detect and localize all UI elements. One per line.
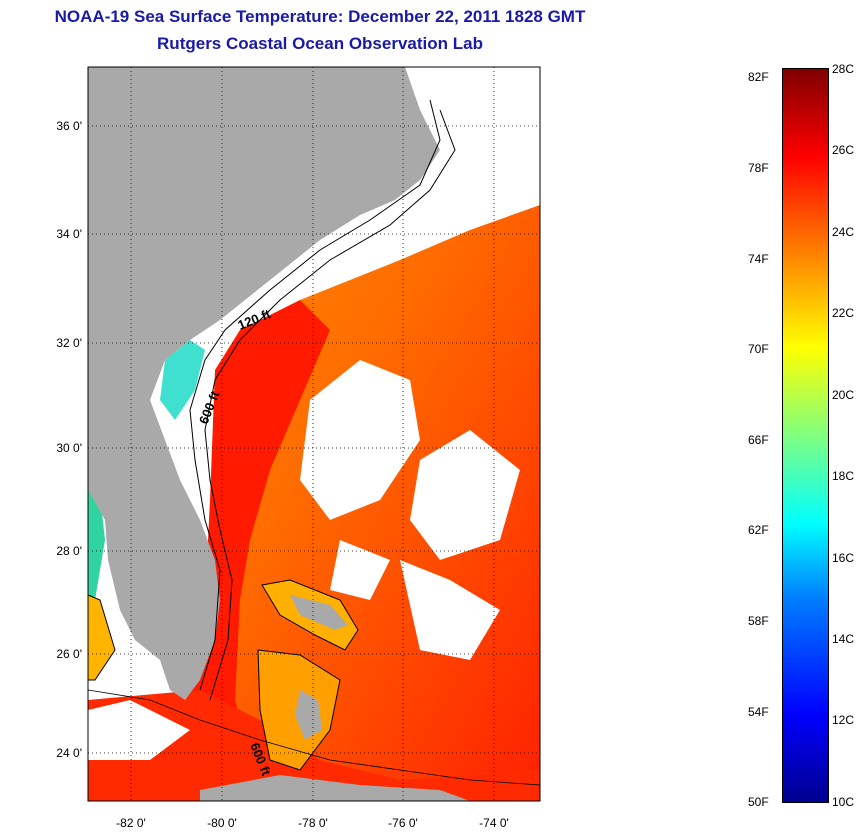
colorbar-c-label: 18C (832, 469, 855, 483)
colorbar-f-label: 74F (748, 252, 769, 266)
lon-tick-label: -76 0' (388, 816, 418, 830)
contour-shelf (88, 689, 540, 786)
lon-tick-label: -74 0' (479, 816, 509, 830)
cool-shelf-water (160, 340, 205, 420)
graticule (88, 67, 540, 801)
colorbar-c-label: 22C (832, 306, 855, 320)
lat-tick-label: 36 0' (56, 119, 82, 133)
lat-tick-label: 34 0' (56, 227, 82, 241)
contour-120ft (189, 99, 441, 691)
colorbar-f-label: 70F (748, 342, 769, 356)
map-title: NOAA-19 Sea Surface Temperature: Decembe… (54, 7, 586, 26)
colorbar-c-label: 20C (832, 388, 855, 402)
colorbar-f-label: 66F (748, 433, 769, 447)
lat-tick-label: 26 0' (56, 647, 82, 661)
island (295, 690, 322, 740)
colorbar-f-label: 78F (748, 161, 769, 175)
cloud-patch (400, 560, 500, 660)
colorbar-f-label: 54F (748, 705, 769, 719)
colorbar-f-label: 58F (748, 614, 769, 628)
lon-tick-label: -82 0' (116, 816, 146, 830)
cloud-patch (410, 430, 520, 560)
cloud-patch (88, 700, 190, 760)
cloud-patch (330, 540, 390, 600)
lat-tick-label: 24 0' (56, 746, 82, 760)
lon-tick-label: -78 0' (298, 816, 328, 830)
colorbar-f-label: 50F (748, 795, 769, 809)
land-mass (88, 67, 440, 700)
colorbar-c-label: 26C (832, 143, 855, 157)
cloud-patch (300, 360, 420, 520)
lon-tick-label: -80 0' (207, 816, 237, 830)
colorbar (782, 68, 829, 803)
map-frame (87, 66, 541, 802)
colorbar-c-label: 24C (832, 225, 855, 239)
florida-straits (88, 690, 540, 801)
bahamas-bank (88, 594, 116, 681)
island (290, 595, 348, 630)
colorbar-c-label: 12C (832, 713, 855, 727)
map-subtitle: Rutgers Coastal Ocean Observation Lab (157, 34, 483, 53)
colorbar-c-label: 10C (832, 795, 855, 809)
colorbar-f-label: 82F (748, 70, 769, 84)
colorbar-c-label: 14C (832, 632, 855, 646)
lat-tick-label: 32 0' (56, 336, 82, 350)
lat-tick-label: 28 0' (56, 544, 82, 558)
contour-600ft (204, 109, 456, 701)
cool-gulf-water (88, 490, 105, 600)
lat-tick-label: 30 0' (56, 441, 82, 455)
colorbar-c-label: 16C (832, 551, 855, 565)
colorbar-c-label: 28C (832, 62, 855, 76)
colorbar-f-label: 62F (748, 523, 769, 537)
island (200, 775, 470, 801)
